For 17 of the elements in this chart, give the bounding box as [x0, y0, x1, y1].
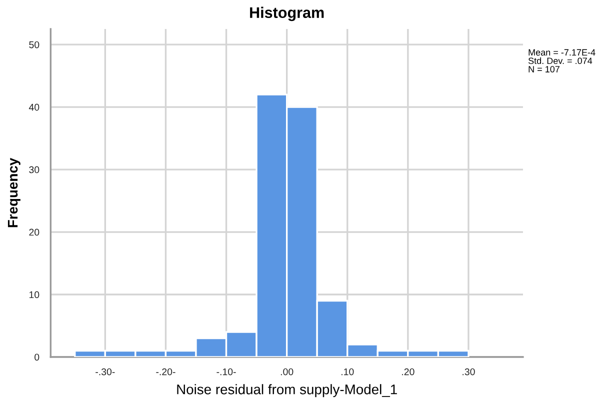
- y-tick-label: 40: [28, 104, 40, 111]
- chart-title: Histogram: [250, 6, 324, 22]
- y-axis-title: Frequency: [8, 158, 20, 228]
- text: Mean = -7.17E-4 Std. Dev. = .074 N = 107: [528, 49, 596, 72]
- x-tick-label: -.30-: [96, 368, 115, 376]
- y-tick-label: 10: [29, 291, 40, 298]
- x-axis-title: Noise residual from supply-Model_1: [177, 384, 397, 398]
- x-tick-label: .20: [402, 368, 414, 376]
- x-tick-label: .30: [462, 368, 475, 376]
- x-tick-label: -.10-: [216, 368, 236, 376]
- x-tick-label: .00: [280, 368, 294, 376]
- x-tick-label: .10: [342, 368, 354, 376]
- y-tick-label: 0: [34, 354, 40, 361]
- y-tick-label: 30: [29, 166, 40, 174]
- x-tick-label: -.20-: [156, 368, 176, 376]
- y-tick-label: 20: [29, 228, 40, 236]
- y-tick-label: 50: [29, 41, 40, 48]
